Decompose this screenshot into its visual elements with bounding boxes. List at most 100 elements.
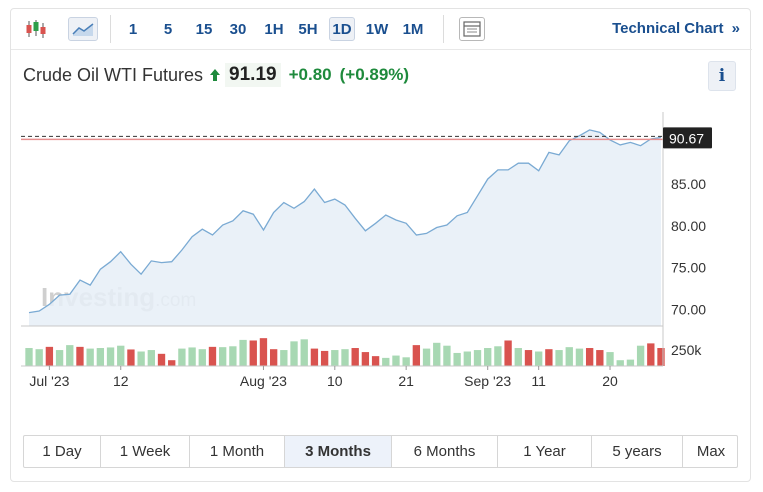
volume-bar [290, 341, 298, 366]
volume-bar [463, 351, 471, 366]
volume-bar [361, 352, 370, 366]
volume-bar [422, 348, 431, 366]
last-value-badge [663, 127, 712, 149]
volume-bar [351, 348, 359, 366]
time-range-selector: 1 Day 1 Week 1 Month 3 Months 6 Months 1 Year… [23, 435, 738, 468]
volume-bar [443, 345, 451, 366]
interval-1h-button[interactable]: 1H [264, 20, 284, 38]
price-area-fill [29, 129, 661, 326]
volume-bar [392, 355, 400, 366]
volume-bar [25, 348, 33, 366]
volume-bar [565, 347, 573, 366]
volume-bar [331, 350, 339, 366]
volume-bar [280, 350, 288, 366]
volume-bar [96, 348, 105, 366]
layout-icon[interactable] [459, 17, 485, 41]
volume-bar [555, 350, 563, 366]
toolbar-divider [443, 15, 444, 43]
volume-bar [494, 346, 502, 366]
volume-tick-label: 250k [671, 342, 702, 358]
range-3-months-button[interactable]: 3 Months [285, 436, 392, 467]
interval-5h-button[interactable]: 5H [298, 20, 318, 38]
y-tick-label: 70.00 [671, 301, 706, 317]
volume-bar [117, 345, 125, 366]
arrow-up-icon [209, 68, 221, 82]
volume-bar [504, 340, 512, 366]
volume-bar [35, 349, 43, 366]
range-max-button[interactable]: Max [696, 443, 726, 460]
interval-30-button[interactable]: 30 [229, 20, 247, 38]
y-tick-label: 85.00 [671, 176, 706, 192]
volume-bar [575, 348, 584, 366]
interval-1d-button[interactable]: 1D [329, 17, 355, 41]
volume-bar [188, 347, 196, 366]
range-1-day-button[interactable]: 1 Day [24, 436, 101, 467]
x-tick-label: 21 [398, 373, 414, 389]
technical-chart-link[interactable]: Technical Chart » [612, 20, 740, 37]
volume-bar [198, 349, 206, 366]
chart-widget: 1 5 15 30 1H 5H 1D 1W 1M Technical Chart » Crude… [10, 8, 752, 482]
volume-bar [484, 348, 492, 366]
info-icon[interactable]: i [708, 61, 736, 91]
range-1-month-button[interactable]: 1 Month [190, 436, 285, 467]
volume-bar [45, 346, 54, 366]
volume-bar [320, 350, 329, 366]
volume-bar [382, 357, 390, 366]
x-tick-label: 12 [113, 373, 129, 389]
volume-bar [453, 352, 461, 366]
volume-bar [259, 338, 268, 366]
volume-bar [55, 350, 64, 366]
volume-bar [127, 349, 135, 366]
volume-bar [249, 340, 257, 366]
volume-bar [433, 342, 441, 366]
volume-bar [269, 349, 278, 366]
volume-bar [402, 357, 410, 366]
volume-bar [545, 349, 553, 366]
last-value-label: 90.67 [669, 130, 704, 146]
volume-bar [157, 353, 166, 366]
price-line [28, 129, 662, 314]
candlestick-chart-icon[interactable] [23, 17, 49, 41]
range-6-months-button[interactable]: 6 Months [392, 436, 498, 467]
interval-1m-button[interactable]: 1M [402, 20, 424, 38]
volume-bar [596, 350, 604, 366]
volume-bar [219, 347, 227, 366]
price-change: +0.80 [288, 65, 332, 84]
volume-bar [606, 352, 614, 366]
y-tick-label: 75.00 [671, 260, 706, 276]
price-chart[interactable]: Investing.com 70.0075.0080.0085.0090.672… [11, 9, 752, 409]
volume-bar [585, 348, 594, 366]
interval-5-button[interactable]: 5 [163, 20, 173, 38]
last-price: 91.19 [225, 63, 281, 87]
instrument-header: Crude Oil WTI Futures 91.19 +0.80 (+0.89… [23, 63, 409, 87]
volume-bar [86, 348, 94, 366]
interval-15-button[interactable]: 15 [195, 20, 213, 38]
range-1-year-button[interactable]: 1 Year [498, 436, 592, 467]
volume-bar [412, 345, 421, 366]
volume-bar [168, 360, 176, 366]
technical-chart-label: Technical Chart [612, 20, 724, 37]
volume-bar [535, 351, 543, 366]
price-change-percent: (+0.89%) [339, 65, 410, 84]
volume-bar [310, 348, 319, 366]
chart-toolbar: 1 5 15 30 1H 5H 1D 1W 1M Technical Chart » [11, 9, 752, 50]
x-tick-label: Aug '23 [240, 373, 287, 389]
area-chart-icon[interactable] [68, 17, 98, 41]
volume-bar [626, 359, 635, 366]
x-tick-label: Sep '23 [464, 373, 511, 389]
x-tick-label: Jul '23 [29, 373, 69, 389]
interval-1w-button[interactable]: 1W [365, 20, 389, 38]
volume-bar [514, 348, 522, 366]
volume-bar [341, 349, 349, 366]
volume-bar [657, 348, 665, 366]
range-1-week-button[interactable]: 1 Week [101, 436, 190, 467]
volume-bar [66, 345, 74, 366]
volume-bar [137, 351, 145, 366]
x-tick-label: 10 [327, 373, 343, 389]
volume-bar [76, 346, 84, 366]
interval-1-button[interactable]: 1 [128, 20, 138, 38]
toolbar-divider [110, 15, 111, 43]
range-5-years-button[interactable]: 5 years [592, 436, 683, 467]
volume-bar [178, 348, 186, 366]
y-tick-label: 80.00 [671, 218, 706, 234]
